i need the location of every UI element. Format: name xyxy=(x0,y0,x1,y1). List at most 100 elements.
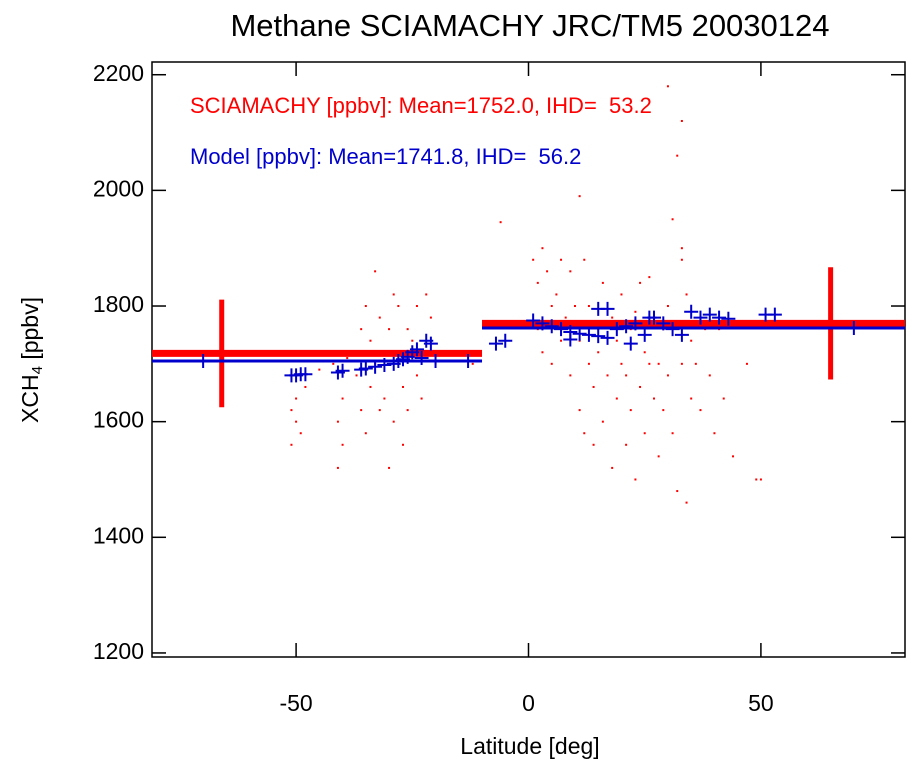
model-point xyxy=(498,333,513,348)
observation-point xyxy=(708,374,711,377)
model-point xyxy=(409,342,424,357)
model-point xyxy=(335,363,350,378)
model-point xyxy=(600,301,615,316)
observation-point xyxy=(639,281,642,284)
observation-point xyxy=(578,195,581,198)
observation-point xyxy=(346,357,349,360)
y-tick-label: 1600 xyxy=(93,407,144,433)
observation-point xyxy=(685,501,688,504)
y-tick-label: 1400 xyxy=(93,522,144,548)
y-label-main: XCH xyxy=(17,374,43,423)
observation-point xyxy=(541,247,544,250)
observation-point xyxy=(653,397,655,400)
model-point xyxy=(693,310,708,325)
observation-point xyxy=(392,420,395,423)
observation-point xyxy=(657,362,660,365)
observation-point xyxy=(662,409,665,412)
observation-point xyxy=(648,276,651,279)
model-point xyxy=(721,311,736,326)
observation-point xyxy=(318,368,321,371)
observation-point xyxy=(620,293,623,296)
observation-point xyxy=(643,351,646,354)
observation-point xyxy=(374,270,377,273)
observation-point xyxy=(299,432,302,435)
observation-point xyxy=(629,409,632,412)
observation-point xyxy=(406,409,409,412)
model-point xyxy=(488,336,503,351)
chart-title: Methane SCIAMACHY JRC/TM5 20030124 xyxy=(230,8,829,43)
observation-point xyxy=(290,443,293,446)
observation-point xyxy=(550,362,553,365)
observation-point xyxy=(639,385,642,388)
observation-point xyxy=(569,374,572,377)
observation-point xyxy=(578,409,581,412)
observation-point xyxy=(336,466,339,469)
observation-point xyxy=(420,397,423,400)
model-point xyxy=(414,351,429,366)
observation-point xyxy=(364,305,367,308)
observation-point xyxy=(745,362,748,365)
observation-point xyxy=(690,339,693,342)
x-tick-label: 0 xyxy=(522,690,535,716)
observation-point xyxy=(369,339,372,342)
observation-point xyxy=(676,490,679,493)
observation-point xyxy=(336,420,339,423)
observation-point xyxy=(392,293,395,296)
observation-point xyxy=(429,316,432,319)
observation-point xyxy=(583,258,586,261)
observation-point xyxy=(532,258,535,261)
observation-point xyxy=(666,305,669,308)
observation-point xyxy=(648,362,651,365)
observation-point xyxy=(471,362,474,365)
observation-point xyxy=(690,397,693,400)
observation-point xyxy=(360,409,363,412)
observation-point xyxy=(499,221,502,224)
model-point xyxy=(358,361,373,376)
observation-point xyxy=(680,247,683,250)
observation-point xyxy=(611,316,614,319)
legend-entry: Model [ppbv]: Mean=1741.8, IHD= 56.2 xyxy=(190,144,581,169)
observation-point xyxy=(560,258,563,261)
observation-point xyxy=(541,351,544,354)
observation-point xyxy=(402,385,404,388)
observation-point xyxy=(601,281,604,284)
model-point xyxy=(712,310,727,325)
observation-point xyxy=(573,305,576,308)
observation-point xyxy=(304,385,307,388)
observation-point xyxy=(694,362,697,365)
model-point xyxy=(623,336,638,351)
observation-point xyxy=(583,432,586,435)
observation-point xyxy=(341,397,344,400)
observation-point xyxy=(295,397,298,400)
observation-point xyxy=(713,432,716,435)
observation-point xyxy=(364,432,367,435)
observation-point xyxy=(388,466,391,469)
observation-point xyxy=(378,316,381,319)
model-point xyxy=(423,336,438,351)
y-tick-label: 1800 xyxy=(93,291,144,317)
y-axis-label: XCH4 [ppbv] xyxy=(17,297,46,423)
observation-point xyxy=(615,339,618,342)
observation-point xyxy=(383,397,386,400)
legend-entry: SCIAMACHY [ppbv]: Mean=1752.0, IHD= 53.2 xyxy=(190,93,652,118)
observation-point xyxy=(722,397,725,400)
x-axis-label: Latitude [deg] xyxy=(460,733,599,759)
observation-point xyxy=(388,328,391,331)
observation-point xyxy=(564,316,567,319)
observation-point xyxy=(634,310,637,313)
model-point xyxy=(767,307,782,322)
observation-point xyxy=(601,420,604,423)
observation-point xyxy=(592,385,595,388)
observation-point xyxy=(415,374,418,377)
observation-point xyxy=(680,258,683,261)
y-label-unit: [ppbv] xyxy=(17,297,43,366)
model-point xyxy=(684,304,699,319)
observation-point xyxy=(657,455,660,458)
observation-point xyxy=(341,443,344,446)
y-label-sub: 4 xyxy=(29,366,46,374)
observation-point xyxy=(411,339,414,342)
observation-point xyxy=(555,293,558,296)
observation-point xyxy=(755,478,758,481)
observation-point xyxy=(378,409,381,412)
observation-point xyxy=(592,443,595,446)
